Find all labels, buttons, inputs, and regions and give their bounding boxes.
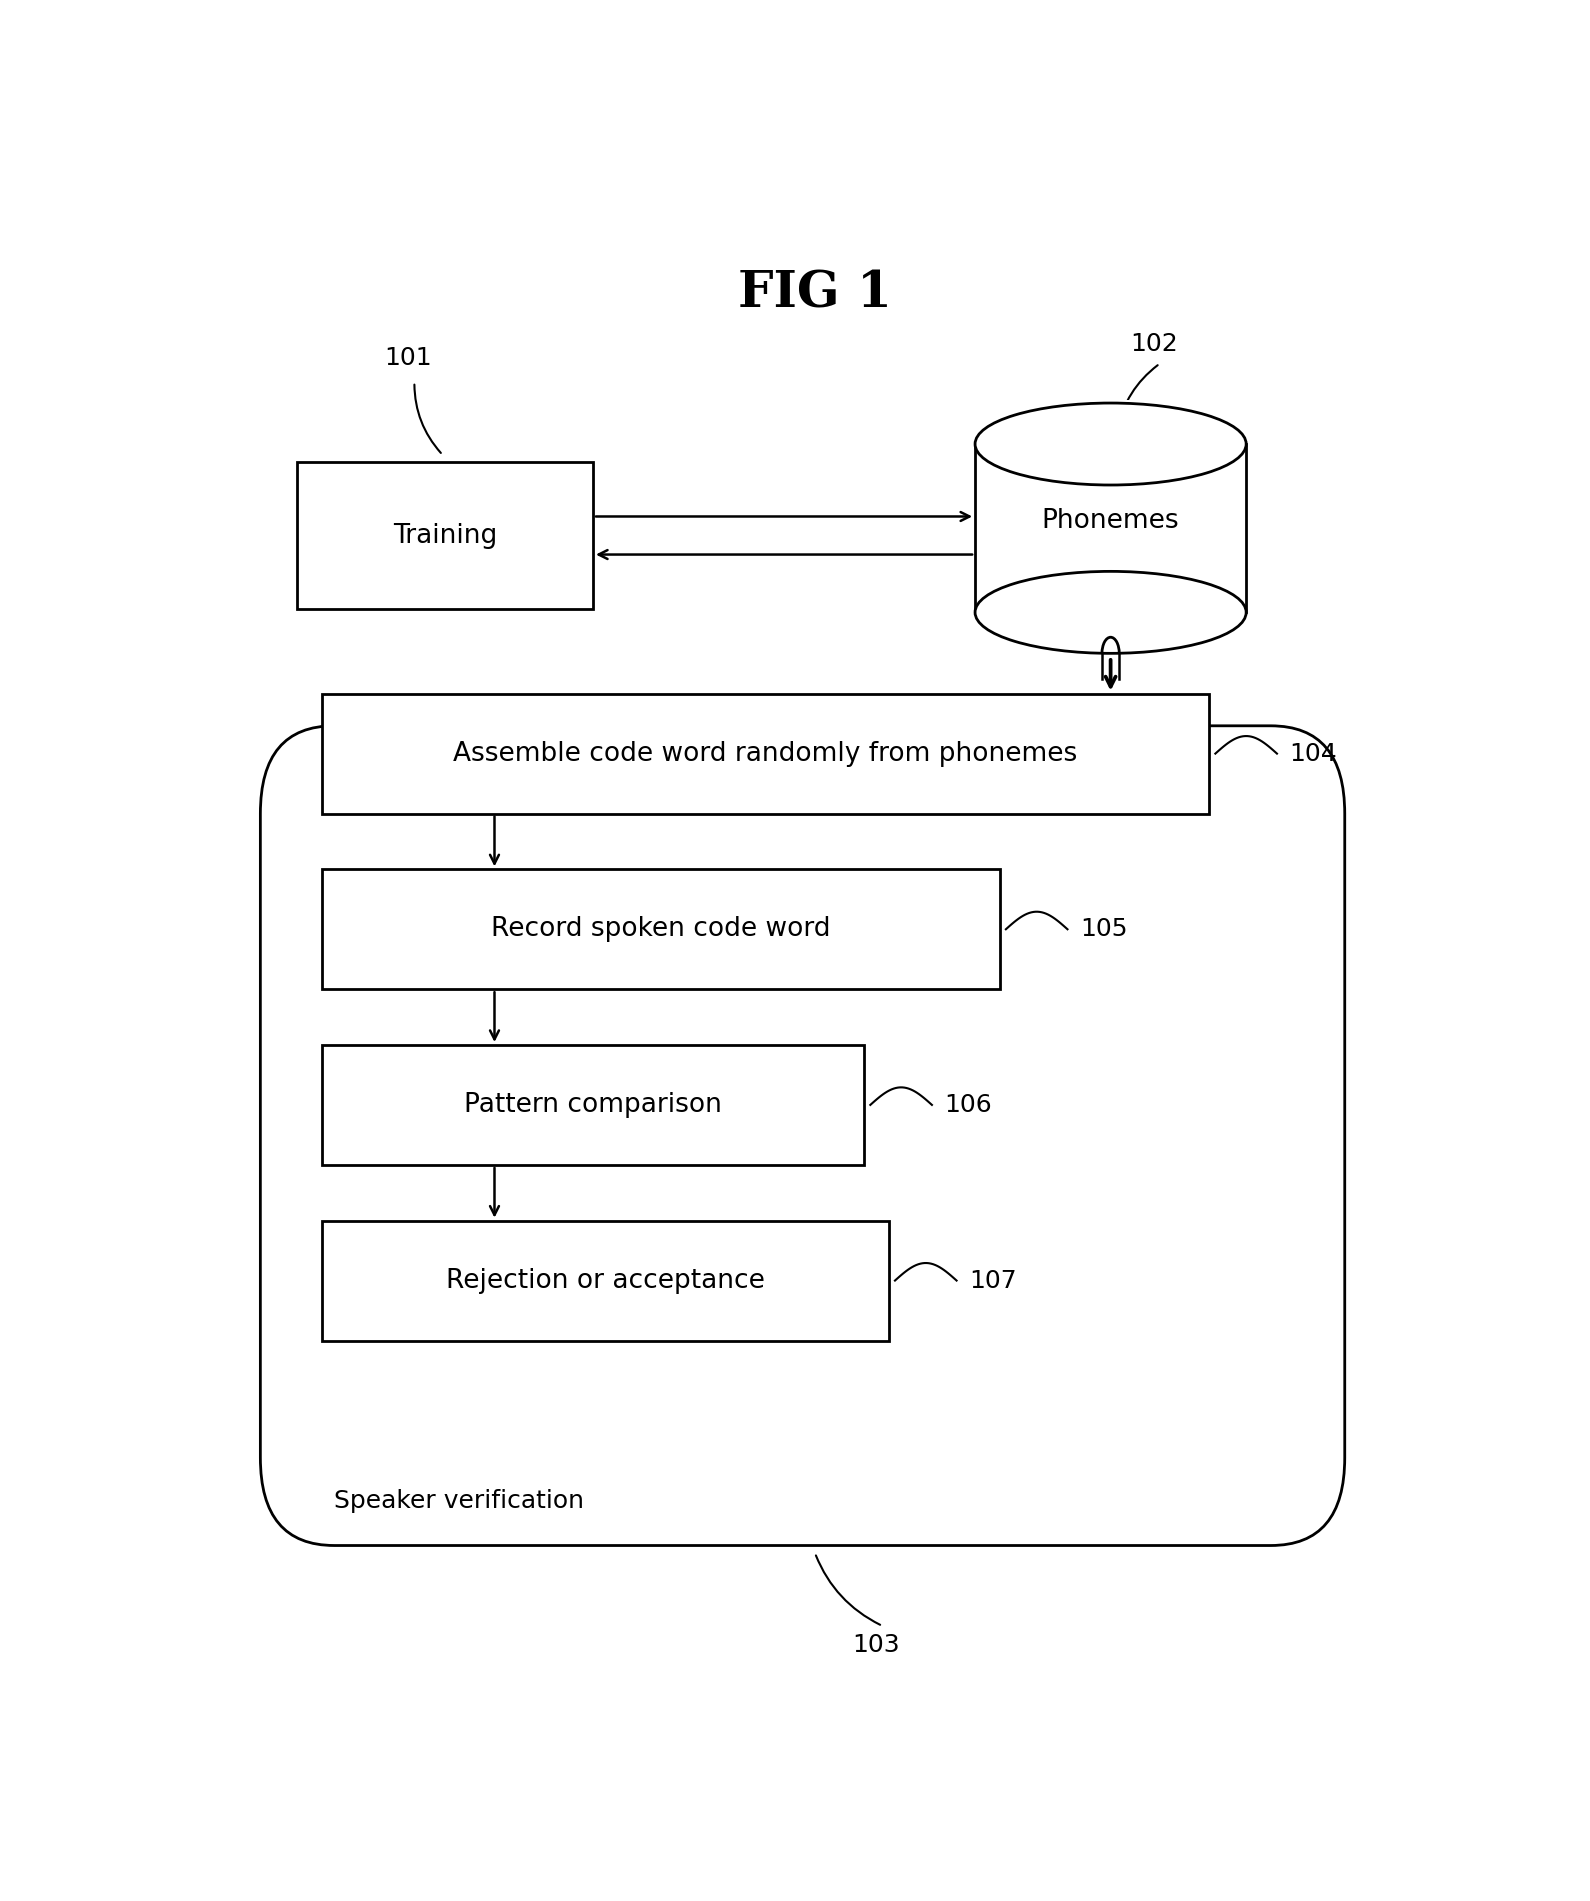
Text: Pattern comparison: Pattern comparison — [464, 1091, 722, 1118]
Text: 105: 105 — [1080, 918, 1127, 941]
Text: Training: Training — [393, 523, 498, 549]
FancyBboxPatch shape — [321, 1046, 865, 1165]
Ellipse shape — [975, 403, 1247, 485]
FancyBboxPatch shape — [261, 726, 1345, 1546]
Text: FIG 1: FIG 1 — [738, 270, 892, 319]
Text: Speaker verification: Speaker verification — [334, 1488, 584, 1513]
FancyBboxPatch shape — [321, 1220, 889, 1340]
Text: 102: 102 — [1130, 333, 1178, 355]
Text: 101: 101 — [385, 346, 432, 371]
FancyBboxPatch shape — [297, 462, 593, 608]
Text: 107: 107 — [968, 1268, 1016, 1293]
Bar — [975, 445, 1247, 612]
Ellipse shape — [975, 572, 1247, 654]
Bar — [978, 399, 1243, 485]
Text: Rejection or acceptance: Rejection or acceptance — [445, 1268, 765, 1293]
Text: Phonemes: Phonemes — [1041, 508, 1180, 534]
Text: 103: 103 — [852, 1633, 900, 1658]
Text: 106: 106 — [944, 1093, 992, 1118]
Text: 104: 104 — [1289, 741, 1337, 766]
Text: Record spoken code word: Record spoken code word — [491, 916, 830, 943]
Text: Assemble code word randomly from phonemes: Assemble code word randomly from phoneme… — [453, 741, 1078, 766]
FancyBboxPatch shape — [321, 869, 1000, 989]
FancyBboxPatch shape — [321, 694, 1208, 814]
